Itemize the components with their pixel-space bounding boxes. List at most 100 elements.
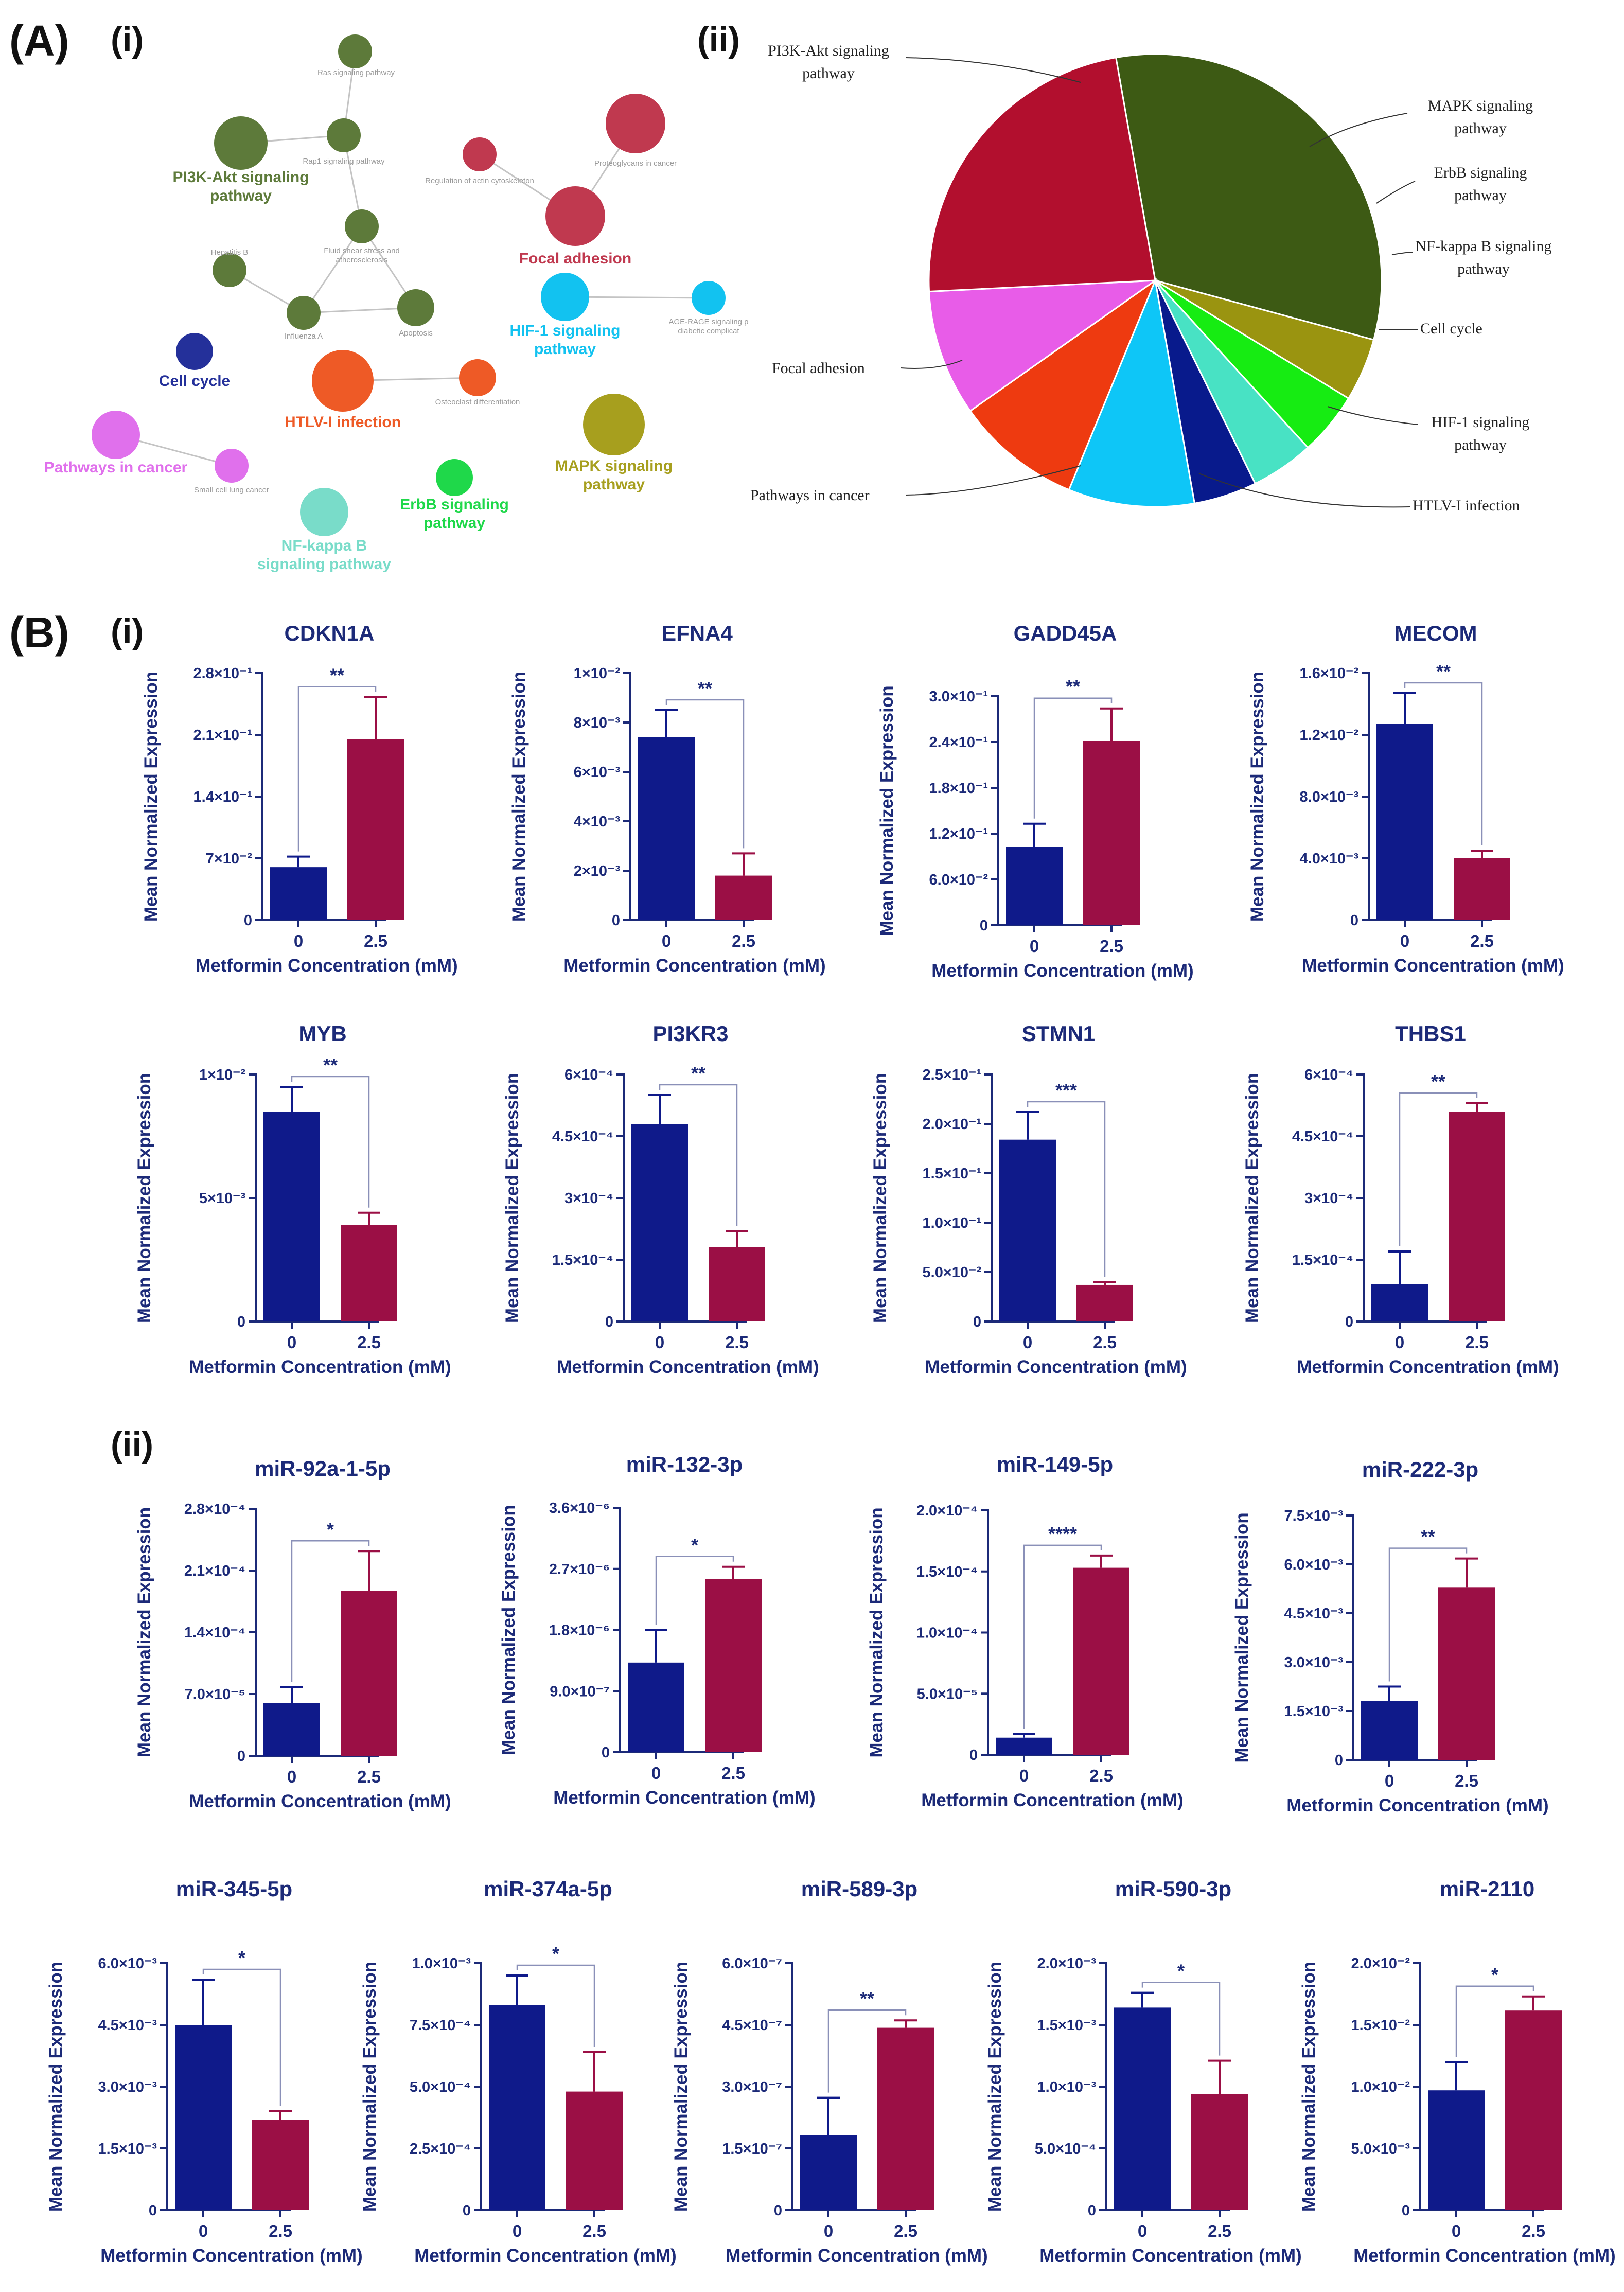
y-tick-label: 1.4×10⁻⁴ [184, 1625, 245, 1641]
y-tick-label: 2.0×10⁻¹ [923, 1116, 981, 1133]
y-tick-label: 6×10⁻⁴ [564, 1067, 613, 1083]
y-tick-label: 1×10⁻² [199, 1067, 246, 1083]
y-tick-label: 1×10⁻² [574, 665, 621, 682]
significance-label: * [238, 1947, 245, 1968]
node-nf-kappa-b [300, 488, 348, 536]
significance-bracket [1027, 1101, 1106, 1277]
chart-title: miR-345-5p [176, 1877, 292, 1901]
chart-mir-132-3p: miR-132-3p 0 9.0×10⁻⁷ 1.8×10⁻⁶ 2.7×10⁻⁶ 3.6×1… [499, 1452, 816, 1808]
y-tick-label: 0 [1345, 1314, 1353, 1330]
x-axis-title: Metformin Concentration (mM) [1353, 2246, 1615, 2266]
chart-mir-2110: miR-2110 0 5.0×10⁻³ 1.0×10⁻² 1.5×10⁻² 2.0×10⁻… [1299, 1877, 1616, 2266]
y-tick-label: 7×10⁻² [206, 851, 253, 867]
y-tick-label: 0 [1335, 1752, 1343, 1769]
significance-label: ** [1431, 1071, 1445, 1092]
y-tick-label: 0 [612, 912, 620, 929]
y-axis-title: Mean Normalized Expression [134, 1507, 154, 1757]
y-tick-label: 0 [774, 2202, 782, 2219]
pie-label-htlv: HTLV-I infection [1413, 497, 1520, 514]
y-tick-label: 1.0×10⁻¹ [923, 1215, 981, 1231]
chart-title: miR-374a-5p [484, 1877, 612, 1901]
significance-label: ** [698, 678, 712, 699]
chart-cdkn1a: CDKN1A 0 7×10⁻² 1.4×10⁻¹ 2.1×10⁻¹ 2.8×10⁻¹ Mea… [141, 621, 458, 976]
significance-bracket [297, 686, 377, 852]
y-tick-label: 1.5×10⁻³ [98, 2141, 157, 2157]
chart-title: miR-92a-1-5p [255, 1456, 391, 1480]
bar-treated [1076, 1284, 1133, 1321]
chart-gadd45a: GADD45A 0 6.0×10⁻² 1.2×10⁻¹ 1.8×10⁻¹ 2.4×10⁻¹… [877, 621, 1194, 981]
y-tick-label: 1.0×10⁻³ [412, 1955, 471, 1972]
x-category-label: 0 [655, 1333, 664, 1352]
edge-fluid-flua [303, 226, 363, 313]
y-tick-label: 7.5×10⁻⁴ [410, 2017, 471, 2034]
bar-control [631, 1124, 688, 1321]
network-nodes [92, 34, 726, 536]
x-axis-title: Metformin Concentration (mM) [100, 2246, 362, 2266]
x-axis-title: Metformin Concentration (mM) [925, 1357, 1187, 1377]
x-category-label: 2.5 [1093, 1333, 1117, 1352]
y-tick-label: 0 [605, 1314, 613, 1330]
bar-treated [347, 739, 404, 920]
x-axis-title: Metformin Concentration (mM) [931, 961, 1193, 981]
y-tick-label: 0 [980, 918, 988, 934]
leader-htlv [1198, 473, 1410, 508]
pie-label-cell-cycle: Cell cycle [1420, 320, 1482, 337]
chart-myb: MYB 0 5×10⁻³ 1×10⁻² Mean Normalized Expressi… [134, 1021, 451, 1377]
bar-control [263, 1112, 320, 1321]
node-label-pathways-in-cancer: Pathways in cancer [44, 459, 188, 476]
pie-slice-8 [928, 56, 1156, 293]
node-label-mapk-line1: MAPK signaling [555, 457, 673, 474]
y-tick-label: 2.0×10⁻⁴ [916, 1503, 978, 1519]
y-tick-label: 6×10⁻³ [574, 764, 621, 781]
x-category-label: 0 [1023, 1333, 1032, 1352]
x-category-label: 2.5 [894, 2222, 917, 2241]
significance-label: ** [1066, 676, 1080, 697]
pie-label-hif1-line1: HIF-1 signaling [1432, 414, 1530, 431]
y-axis-title: Mean Normalized Expression [499, 1505, 519, 1755]
x-category-label: 2.5 [357, 1767, 381, 1786]
y-tick-label: 0 [602, 1744, 610, 1761]
bar-treated [1191, 2094, 1248, 2210]
node-label-rap1: Rap1 signaling pathway [303, 157, 385, 166]
y-tick-label: 1.0×10⁻³ [1037, 2079, 1097, 2095]
y-axis-title: Mean Normalized Expression [360, 1962, 380, 2212]
significance-label: ** [691, 1063, 705, 1084]
pie-label-mapk-line2: pathway [1454, 120, 1507, 137]
bar-treated [709, 1247, 765, 1321]
significance-label: ** [323, 1054, 338, 1076]
leader-erbb [1376, 181, 1416, 204]
significance-label: ** [330, 664, 344, 685]
x-category-label: 2.5 [269, 2222, 292, 2241]
pie-label-erbb-line2: pathway [1454, 187, 1507, 204]
y-tick-label: 1.5×10⁻³ [1037, 2017, 1097, 2034]
y-tick-label: 3×10⁻⁴ [1304, 1190, 1353, 1207]
significance-bracket [202, 1968, 281, 2106]
node-small-cell-lung [215, 449, 249, 483]
significance-label: * [1491, 1964, 1498, 1985]
significance-label: * [1177, 1961, 1185, 1982]
bar-treated [252, 2120, 309, 2210]
chart-title: STMN1 [1022, 1021, 1095, 1046]
significance-bracket [1141, 1982, 1221, 2056]
node-hif1 [541, 273, 589, 321]
y-tick-label: 6.0×10⁻² [929, 872, 988, 888]
leader-pi3k [905, 57, 1081, 83]
bar-treated [1505, 2010, 1562, 2210]
significance-bracket [659, 1084, 738, 1226]
pie-slice-7 [928, 279, 1158, 412]
node-label-pi3k-line2: pathway [210, 187, 272, 204]
significance-label: ** [860, 1988, 874, 2009]
y-tick-label: 4.5×10⁻⁴ [552, 1129, 613, 1145]
node-label-mapk: MAPK signaling pathway [555, 457, 673, 493]
bar-charts: CDKN1A 0 7×10⁻² 1.4×10⁻¹ 2.1×10⁻¹ 2.8×10⁻¹ Mea… [46, 621, 1616, 2266]
y-axis-title: Mean Normalized Expression [1242, 1073, 1262, 1323]
y-tick-label: 3×10⁻⁴ [564, 1190, 613, 1207]
y-axis-title: Mean Normalized Expression [867, 1507, 887, 1757]
node-label-flua: Influenza A [285, 332, 323, 341]
pie-slice-6 [969, 278, 1157, 491]
node-apoptosis [397, 289, 434, 326]
node-rap1-signaling [327, 118, 361, 152]
node-fluid-shear [345, 209, 379, 243]
y-tick-label: 1.0×10⁻⁴ [916, 1625, 978, 1642]
y-axis-title: Mean Normalized Expression [985, 1962, 1005, 2212]
